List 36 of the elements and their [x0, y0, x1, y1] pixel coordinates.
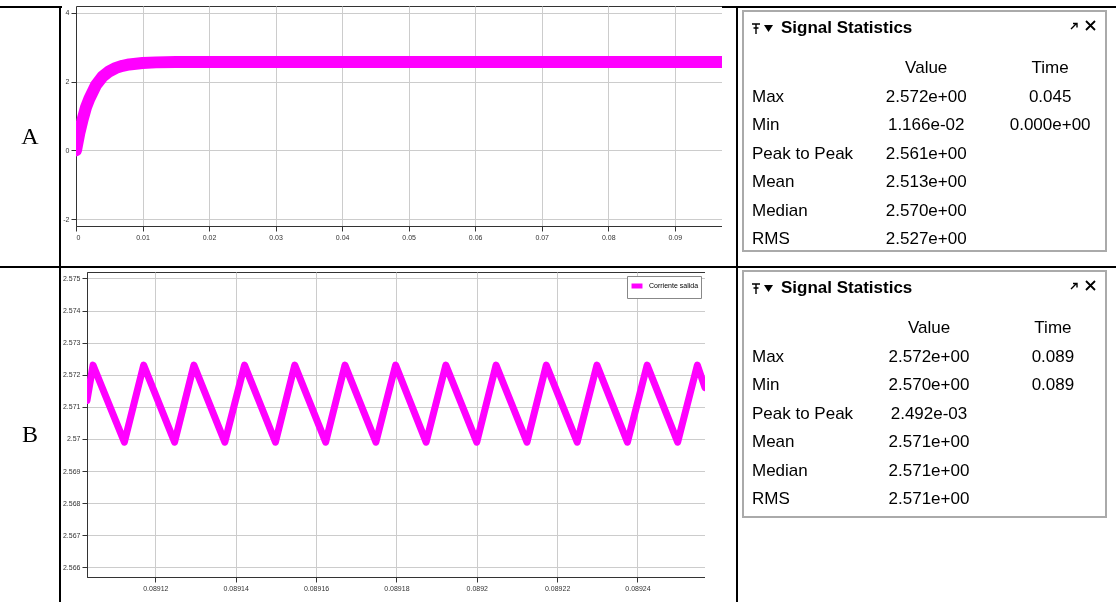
text: 2.561e+00: [885, 143, 967, 163]
category-label: Mean: [752, 172, 795, 192]
category-label: RMS: [752, 489, 790, 509]
text: Signal Statistics: [781, 18, 913, 38]
text: 2.513e+00: [885, 172, 967, 192]
text: 2.492e-03: [890, 403, 968, 423]
category-label: Time: [1033, 317, 1073, 340]
text: 2.527e+00: [885, 229, 967, 249]
category-label: Max: [752, 86, 785, 106]
text: A: [20, 123, 40, 150]
text: 2.570e+00: [885, 200, 967, 220]
text: 0.000e+00: [1009, 115, 1091, 135]
text: 2.571e+00: [888, 432, 970, 452]
text: 2.571e+00: [888, 460, 970, 480]
category-label: Peak to Peak: [752, 403, 854, 423]
text: B: [21, 421, 39, 448]
category-label: Mean: [752, 432, 795, 452]
category-label: Min: [752, 115, 780, 135]
category-label: Max: [752, 346, 785, 366]
text: 2.570e+00: [888, 375, 970, 395]
text: 2.571e+00: [888, 489, 970, 509]
category-label: Median: [752, 460, 808, 480]
category-label: Median: [752, 200, 808, 220]
category-label: RMS: [752, 229, 790, 249]
text: 2.572e+00: [885, 86, 967, 106]
category-label: Value: [906, 317, 952, 340]
text: 0.045: [1028, 86, 1072, 106]
text: 0.089: [1031, 375, 1075, 395]
category-label: Peak to Peak: [752, 143, 854, 163]
category-label: Time: [1030, 57, 1070, 80]
text: Signal Statistics: [781, 278, 913, 298]
text: 0.089: [1031, 346, 1075, 366]
text: 1.166e-02: [887, 115, 965, 135]
category-label: Min: [752, 375, 780, 395]
text: 2.572e+00: [888, 346, 970, 366]
category-label: Value: [904, 57, 949, 80]
